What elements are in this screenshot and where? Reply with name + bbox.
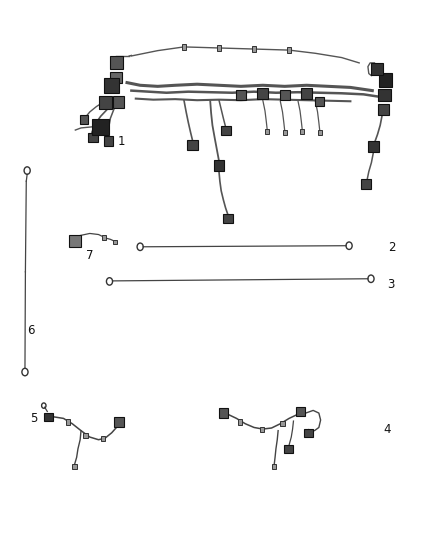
Bar bbox=[304, 429, 313, 437]
Bar bbox=[113, 96, 124, 108]
Bar bbox=[236, 90, 246, 100]
Bar bbox=[101, 436, 105, 441]
Bar bbox=[272, 464, 276, 469]
Text: 3: 3 bbox=[388, 278, 395, 290]
Bar bbox=[214, 160, 224, 171]
Bar bbox=[44, 413, 53, 421]
Bar bbox=[283, 130, 287, 134]
Bar bbox=[110, 56, 123, 69]
Bar bbox=[238, 419, 242, 425]
Bar bbox=[110, 72, 122, 83]
Bar bbox=[219, 408, 228, 418]
Bar bbox=[287, 47, 291, 53]
Bar bbox=[260, 427, 264, 432]
Text: 2: 2 bbox=[388, 241, 395, 254]
Bar bbox=[379, 74, 392, 86]
Bar bbox=[265, 128, 269, 133]
Bar bbox=[104, 136, 113, 146]
Bar bbox=[221, 126, 231, 135]
Bar bbox=[300, 128, 304, 133]
Bar bbox=[92, 119, 109, 135]
Text: 5: 5 bbox=[30, 412, 37, 425]
Bar bbox=[368, 141, 378, 152]
Bar bbox=[280, 90, 290, 100]
Bar bbox=[182, 44, 186, 50]
Bar bbox=[284, 445, 293, 453]
Bar bbox=[315, 97, 324, 106]
Bar bbox=[217, 45, 221, 51]
Bar bbox=[371, 63, 383, 75]
Bar bbox=[99, 95, 112, 109]
Bar bbox=[361, 179, 371, 189]
Bar bbox=[104, 78, 119, 93]
Bar bbox=[88, 133, 98, 142]
Bar bbox=[296, 407, 305, 416]
Bar bbox=[83, 433, 88, 438]
Bar bbox=[378, 104, 389, 115]
Bar bbox=[318, 130, 321, 134]
Bar bbox=[114, 417, 124, 427]
Bar bbox=[102, 235, 106, 240]
Bar bbox=[187, 140, 198, 150]
Bar bbox=[223, 214, 233, 223]
Bar bbox=[378, 89, 391, 101]
Bar bbox=[301, 88, 312, 99]
Bar bbox=[252, 46, 256, 52]
Bar bbox=[257, 88, 268, 99]
Bar bbox=[69, 235, 81, 247]
Bar bbox=[72, 464, 77, 469]
Text: 4: 4 bbox=[383, 423, 391, 435]
Bar bbox=[66, 419, 70, 425]
Text: 1: 1 bbox=[117, 135, 125, 148]
Text: 6: 6 bbox=[27, 324, 35, 337]
Bar bbox=[80, 115, 88, 124]
Bar bbox=[280, 421, 285, 426]
Text: 7: 7 bbox=[86, 249, 94, 262]
Bar bbox=[113, 239, 117, 244]
